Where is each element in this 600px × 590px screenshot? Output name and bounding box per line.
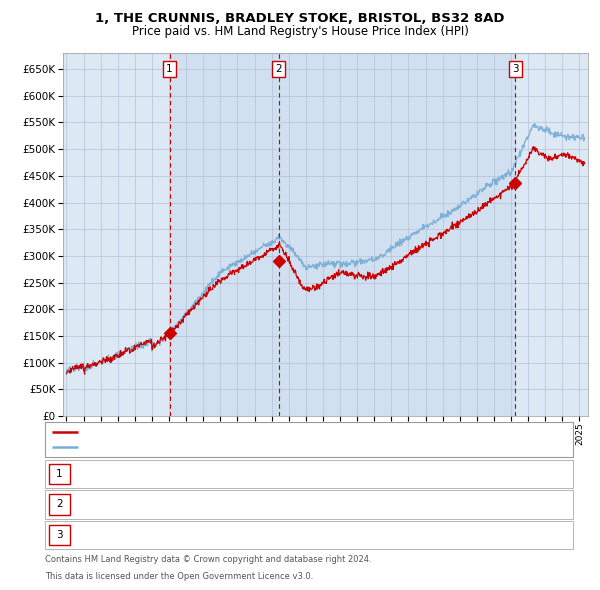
Text: 3: 3 (512, 64, 518, 74)
Text: 2: 2 (56, 500, 63, 509)
Text: 1, THE CRUNNIS, BRADLEY STOKE, BRISTOL, BS32 8AD (detached house): 1, THE CRUNNIS, BRADLEY STOKE, BRISTOL, … (83, 427, 446, 437)
Text: 29-MAY-2007: 29-MAY-2007 (84, 500, 153, 509)
Text: 1, THE CRUNNIS, BRADLEY STOKE, BRISTOL, BS32 8AD: 1, THE CRUNNIS, BRADLEY STOKE, BRISTOL, … (95, 12, 505, 25)
Text: 7% ↓ HPI: 7% ↓ HPI (405, 500, 455, 509)
Bar (278, 53, 515, 416)
Text: £290,000: £290,000 (273, 500, 323, 509)
Text: 1: 1 (166, 64, 173, 74)
Text: 1: 1 (56, 469, 63, 478)
Text: This data is licensed under the Open Government Licence v3.0.: This data is licensed under the Open Gov… (45, 572, 313, 581)
Text: 10-JAN-2001: 10-JAN-2001 (84, 469, 153, 478)
Text: 4% ↓ HPI: 4% ↓ HPI (405, 469, 455, 478)
Text: 2: 2 (275, 64, 282, 74)
Text: Price paid vs. HM Land Registry's House Price Index (HPI): Price paid vs. HM Land Registry's House … (131, 25, 469, 38)
Text: Contains HM Land Registry data © Crown copyright and database right 2024.: Contains HM Land Registry data © Crown c… (45, 555, 371, 563)
Text: HPI: Average price, detached house, South Gloucestershire: HPI: Average price, detached house, Sout… (83, 442, 377, 453)
Text: 31-MAR-2021: 31-MAR-2021 (84, 530, 153, 540)
Text: £155,000: £155,000 (273, 469, 323, 478)
Text: £436,000: £436,000 (273, 530, 323, 540)
Text: 6% ↓ HPI: 6% ↓ HPI (405, 530, 455, 540)
Text: 3: 3 (56, 530, 63, 540)
Bar (170, 53, 278, 416)
